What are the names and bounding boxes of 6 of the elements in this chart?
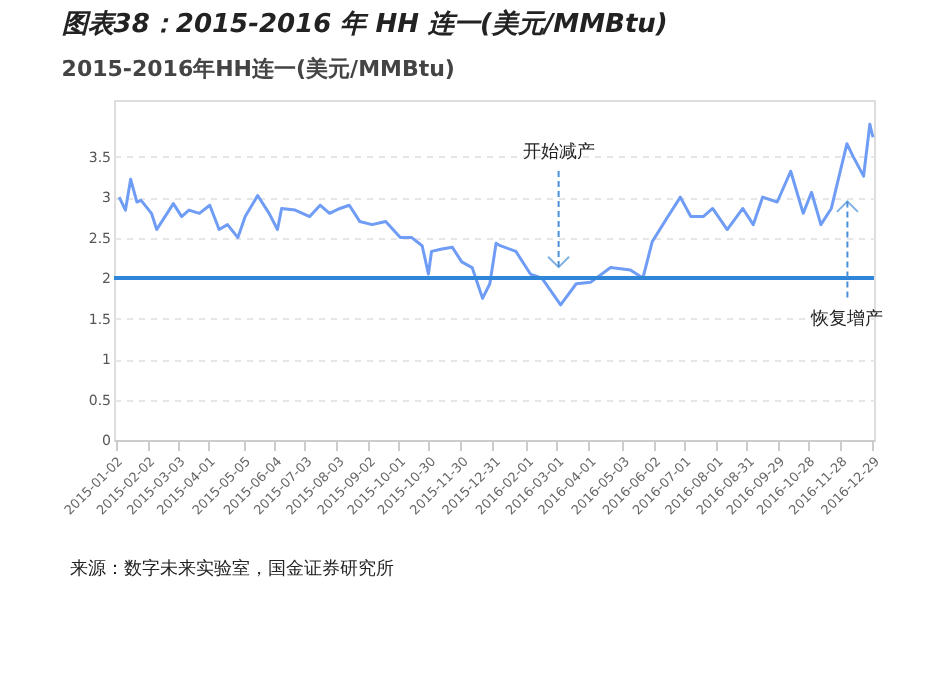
annotation: 恢复增产 (809, 307, 884, 330)
source-note: 来源：数字未来实验室，国金证券研究所 (70, 558, 394, 580)
chart-title: 图表38：2015-2016 年 HH 连一(美元/MMBtu) (61, 8, 668, 40)
line-series (117, 122, 875, 307)
annotation: 开始减产 (522, 141, 595, 163)
chart-subtitle: 2015-2016年HH连一(美元/MMBtu) (61, 56, 455, 82)
